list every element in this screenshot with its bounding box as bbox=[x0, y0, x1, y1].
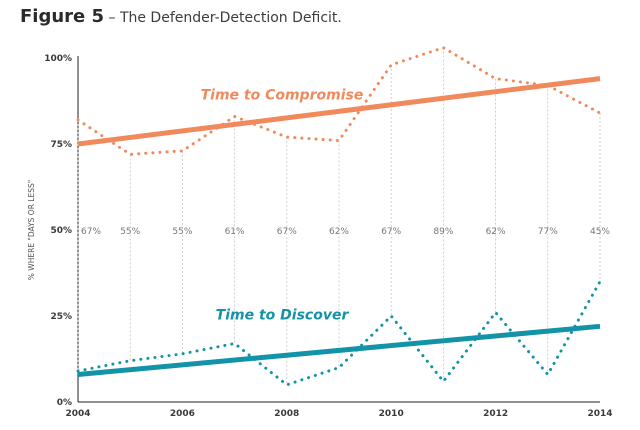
y-tick-label: 75% bbox=[50, 140, 72, 150]
plot-area: 0% 25% 50% 75% 100% 2004 2006 2008 2010 2012 2014%… bbox=[27, 46, 613, 419]
figure-label: Figure 5 bbox=[20, 6, 104, 27]
figure-title: Figure 5 – The Defender-Detection Defici… bbox=[20, 6, 342, 27]
y-tick-label: 50% bbox=[50, 226, 72, 236]
discover-series-label: Time to Discover bbox=[216, 307, 350, 323]
figure-subtitle: – The Defender-Detection Deficit. bbox=[104, 10, 342, 26]
gap-label: 89% bbox=[433, 227, 453, 237]
gap-label: 62% bbox=[486, 227, 506, 237]
compromise-trend-line bbox=[77, 76, 601, 147]
gap-label: 62% bbox=[329, 227, 349, 237]
gap-label: 55% bbox=[120, 227, 140, 237]
x-tick-label: 2014 bbox=[587, 409, 612, 419]
compromise-series-label: Time to Compromise bbox=[201, 87, 364, 103]
compromise-series-line bbox=[76, 46, 602, 156]
gap-label: 67% bbox=[381, 227, 401, 237]
y-tick-label: 0% bbox=[57, 398, 72, 408]
x-tick-label: 2010 bbox=[379, 409, 404, 419]
gap-label: 67% bbox=[277, 227, 297, 237]
x-tick-label: 2004 bbox=[65, 409, 90, 419]
y-tick-label: 25% bbox=[50, 312, 72, 322]
x-tick-label: 2012 bbox=[483, 409, 508, 419]
x-tick-label: 2008 bbox=[274, 409, 299, 419]
y-tick-label: 100% bbox=[44, 54, 72, 64]
discover-trend-line bbox=[77, 323, 601, 377]
x-tick-label: 2006 bbox=[170, 409, 195, 419]
gap-label: 67% bbox=[81, 227, 101, 237]
gap-label: 61% bbox=[225, 227, 245, 237]
gap-label: 77% bbox=[538, 227, 558, 237]
y-axis-title: % WHERE "DAYS OR LESS" bbox=[27, 180, 36, 280]
gap-label: 45% bbox=[590, 227, 610, 237]
gap-label: 55% bbox=[172, 227, 192, 237]
